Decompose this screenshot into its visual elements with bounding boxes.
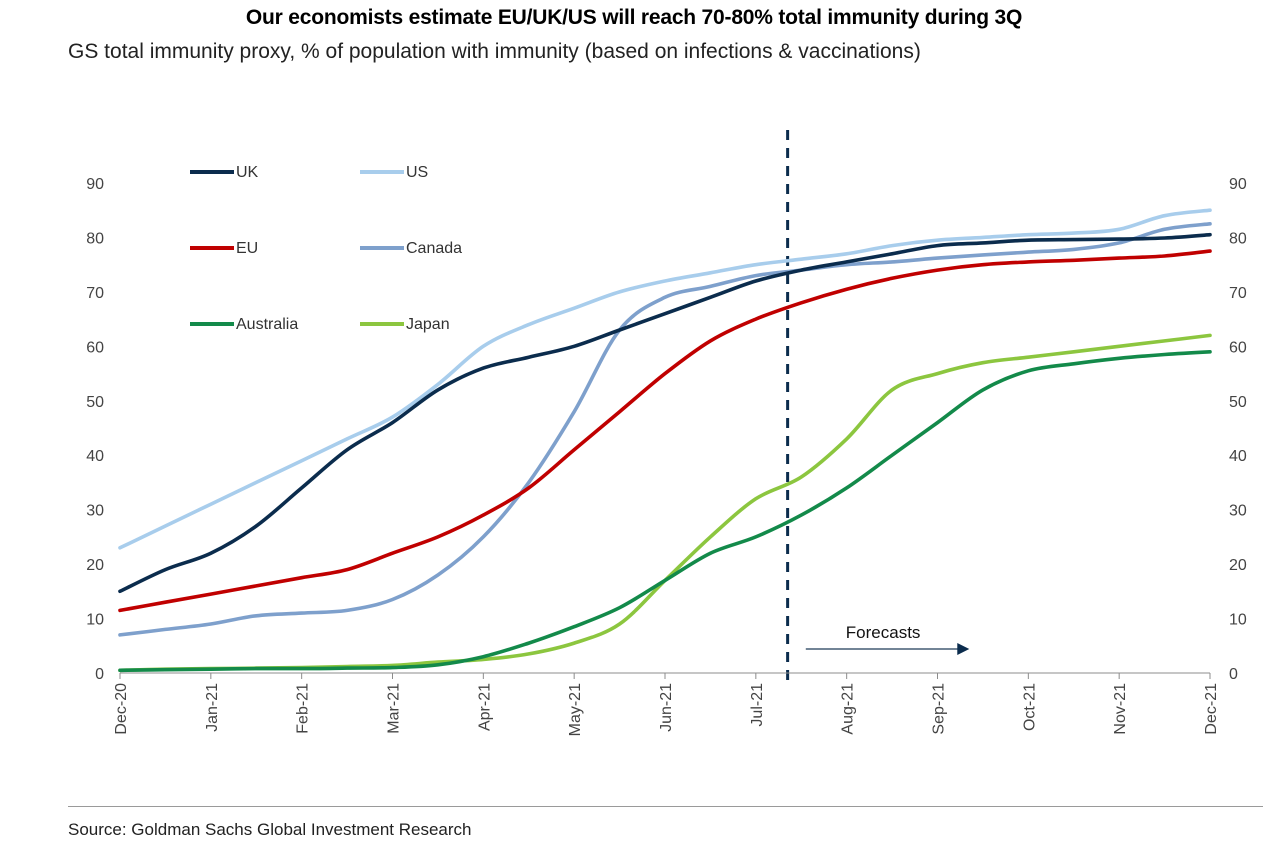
- forecasts-annotation-label: Forecasts: [846, 623, 921, 642]
- series-line-eu: [118, 249, 1212, 613]
- y-tick-label-right-80: 80: [1229, 230, 1247, 247]
- legend-label-australia: Australia: [236, 316, 298, 333]
- y-tick-label-right-20: 20: [1229, 557, 1247, 574]
- y-tick-label-left-50: 50: [86, 394, 104, 411]
- x-tick-label-Dec-21: Dec-21: [1203, 683, 1220, 735]
- legend-label-canada: Canada: [406, 240, 462, 257]
- y-tick-label-left-60: 60: [86, 339, 104, 356]
- forecasts-arrow-head: [957, 643, 970, 655]
- legend-label-eu: EU: [236, 240, 258, 257]
- y-tick-label-left-20: 20: [86, 557, 104, 574]
- x-tick-label-Jul-21: Jul-21: [749, 683, 766, 727]
- y-tick-label-left-40: 40: [86, 448, 104, 465]
- series-line-australia: [118, 350, 1212, 673]
- legend-label-uk: UK: [236, 164, 259, 181]
- x-tick-label-Aug-21: Aug-21: [840, 683, 857, 735]
- series-line-uk: [118, 232, 1212, 594]
- x-tick-label-Feb-21: Feb-21: [295, 683, 312, 734]
- chart-subtitle: GS total immunity proxy, % of population…: [68, 40, 921, 63]
- y-tick-label-right-50: 50: [1229, 394, 1247, 411]
- y-tick-label-right-70: 70: [1229, 285, 1247, 302]
- y-tick-label-left-90: 90: [86, 176, 104, 193]
- y-tick-label-right-30: 30: [1229, 503, 1247, 520]
- x-tick-label-Jan-21: Jan-21: [204, 683, 221, 732]
- y-tick-label-right-0: 0: [1229, 666, 1238, 683]
- x-tick-label-Apr-21: Apr-21: [476, 683, 493, 731]
- y-tick-label-left-10: 10: [86, 612, 104, 629]
- y-tick-label-right-10: 10: [1229, 612, 1247, 629]
- y-tick-label-left-0: 0: [95, 666, 104, 683]
- x-tick-label-May-21: May-21: [567, 683, 584, 736]
- y-tick-label-right-90: 90: [1229, 176, 1247, 193]
- y-tick-label-left-70: 70: [86, 285, 104, 302]
- legend-label-us: US: [406, 164, 428, 181]
- series-line-canada: [118, 222, 1212, 637]
- x-tick-label-Dec-20: Dec-20: [113, 683, 130, 735]
- immunity-line-chart: 0 0 10 10 20 20 30 30 40 40 50 50 60 60 70 70 80 80 90 90 De…: [86, 130, 1247, 736]
- source-divider: [68, 806, 1263, 807]
- x-tick-label-Nov-21: Nov-21: [1112, 683, 1129, 735]
- y-tick-label-left-80: 80: [86, 230, 104, 247]
- x-tick-label-Sep-21: Sep-21: [931, 683, 948, 735]
- x-tick-label-Mar-21: Mar-21: [386, 683, 403, 734]
- y-tick-label-right-60: 60: [1229, 339, 1247, 356]
- x-tick-label-Jun-21: Jun-21: [658, 683, 675, 732]
- series-line-us: [118, 208, 1212, 550]
- y-tick-label-left-30: 30: [86, 503, 104, 520]
- x-tick-label-Oct-21: Oct-21: [1021, 683, 1038, 731]
- source-note: Source: Goldman Sachs Global Investment …: [68, 820, 472, 839]
- chart-title: Our economists estimate EU/UK/US will re…: [245, 6, 1023, 29]
- legend-label-japan: Japan: [406, 316, 450, 333]
- y-tick-label-right-40: 40: [1229, 448, 1247, 465]
